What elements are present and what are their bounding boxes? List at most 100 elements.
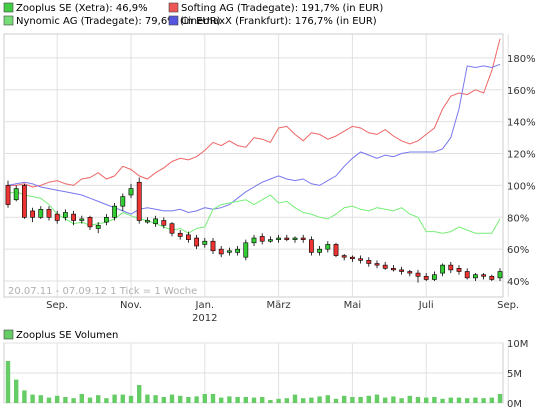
volume-bar <box>342 395 347 403</box>
volume-bar <box>186 397 191 403</box>
candle-body <box>464 271 470 279</box>
candle <box>390 265 396 272</box>
candle-body <box>87 217 93 228</box>
volume-bar <box>399 398 404 403</box>
volume-bar <box>350 397 355 403</box>
x-tick-label: Nov. <box>120 300 142 311</box>
candle-body <box>292 237 298 240</box>
candle-body <box>79 218 85 221</box>
volume-bar <box>22 390 27 403</box>
volume-swatch <box>3 329 14 340</box>
legend-swatch-nynomic <box>3 15 14 26</box>
volume-bar <box>38 395 43 403</box>
candle <box>243 239 249 261</box>
volume-bar <box>366 395 371 403</box>
candle <box>112 202 117 221</box>
candle-body <box>251 237 257 244</box>
legend-swatch-softing <box>168 2 179 13</box>
candle <box>267 236 273 243</box>
candle-body <box>308 239 314 253</box>
volume-bar <box>374 394 380 403</box>
volume-bar <box>112 394 117 403</box>
series-line-cinemaxx <box>7 63 501 215</box>
volume-bar <box>440 398 445 403</box>
candle-body <box>13 188 19 201</box>
candle-body <box>210 240 216 252</box>
volume-bar <box>325 395 330 403</box>
candle-body <box>390 268 396 271</box>
candle <box>87 215 93 231</box>
volume-bar <box>178 395 183 403</box>
candle-body <box>71 213 76 221</box>
candle-body <box>62 212 68 218</box>
volume-bar <box>465 398 470 403</box>
volume-bar <box>194 396 199 403</box>
candle <box>276 234 281 243</box>
candle <box>349 255 355 262</box>
candle-body <box>333 244 339 256</box>
y-tick-label: 40% <box>507 277 529 288</box>
candle-body <box>276 237 281 240</box>
volume-bar <box>104 398 109 403</box>
candle <box>259 233 265 245</box>
volume-bar <box>301 398 306 403</box>
candle <box>38 206 44 219</box>
volume-bars <box>5 361 503 403</box>
candle <box>153 215 158 227</box>
volume-y-tick-label: 0M <box>507 399 522 410</box>
volume-title: Zooplus SE Volumen <box>16 330 118 341</box>
volume-bar <box>55 395 60 403</box>
legend-swatch-zooplus <box>3 2 14 13</box>
candle-body <box>448 264 454 271</box>
volume-bar <box>391 396 396 403</box>
candle-body <box>284 237 290 240</box>
y-tick-label: 60% <box>507 245 529 256</box>
volume-bar <box>71 398 76 403</box>
candle-body <box>407 271 413 274</box>
candle-body <box>366 260 372 264</box>
candle-body <box>5 185 11 205</box>
candle <box>366 257 372 267</box>
candle <box>358 255 363 264</box>
candle-body <box>431 274 437 280</box>
candle <box>194 234 199 250</box>
candle-body <box>177 232 183 237</box>
candle <box>284 234 290 242</box>
candle <box>46 206 52 221</box>
volume-bar <box>161 397 166 403</box>
candle <box>333 242 339 258</box>
main-grid <box>4 34 509 297</box>
candle <box>472 273 478 282</box>
candle <box>423 273 429 282</box>
volume-bar <box>227 396 232 403</box>
candle-body <box>472 274 478 279</box>
candle <box>308 236 314 256</box>
candle <box>5 180 11 208</box>
volume-y-tick-label: 5M <box>507 369 522 380</box>
candle <box>227 247 232 256</box>
volume-bar <box>456 397 462 403</box>
series-line-softing <box>8 38 501 188</box>
volume-y-axis: 0M 5M 10M <box>507 339 528 410</box>
candle <box>145 217 150 224</box>
candle-body <box>145 220 150 223</box>
volume-bar <box>46 397 52 403</box>
candle-body <box>382 264 388 269</box>
candle <box>440 263 445 277</box>
volume-bar <box>210 394 216 403</box>
candle <box>374 260 380 269</box>
volume-bar <box>137 385 142 403</box>
volume-bar <box>489 397 494 403</box>
volume-bar <box>128 395 134 403</box>
candle <box>161 217 167 229</box>
x-tick-label: Sep. <box>46 300 68 311</box>
volume-bar <box>96 395 101 403</box>
candle <box>186 231 191 243</box>
candle-body <box>497 271 503 279</box>
candle-body <box>267 239 273 242</box>
volume-bar <box>219 397 224 403</box>
volume-bar <box>333 398 339 403</box>
main-plot-frame <box>3 33 504 298</box>
candle-body <box>259 236 265 242</box>
x-tick-label: Mai <box>344 300 362 311</box>
